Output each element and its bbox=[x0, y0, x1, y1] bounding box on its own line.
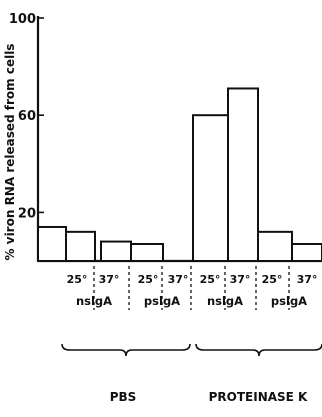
temp-label: 37° bbox=[297, 273, 318, 286]
bar bbox=[257, 230, 293, 262]
bar-labels: 25° 37° 25° 37° 25° 37° 25° 37° bbox=[67, 266, 318, 310]
antibody-label: pslgA bbox=[144, 294, 180, 308]
antibody-label: pslgA bbox=[271, 294, 307, 308]
condition-bracket bbox=[61, 343, 191, 357]
y-axis-label: % viron RNA released from cells bbox=[3, 44, 17, 261]
condition-label: PBS bbox=[110, 390, 137, 404]
antibody-label: nslgA bbox=[207, 294, 243, 308]
bars bbox=[37, 87, 322, 263]
condition-bracket bbox=[195, 343, 322, 357]
bar bbox=[65, 230, 96, 262]
y-ticks: 20 60 100 bbox=[9, 12, 44, 221]
condition-label: PROTEINASE K bbox=[209, 390, 308, 404]
bar bbox=[192, 114, 229, 262]
antibody-label: nslgA bbox=[76, 294, 112, 308]
temp-label: 37° bbox=[230, 273, 251, 286]
temp-label: 25° bbox=[67, 273, 88, 286]
temp-label: 37° bbox=[168, 273, 189, 286]
bar bbox=[37, 225, 67, 262]
temp-label: 37° bbox=[99, 273, 120, 286]
temp-label: 25° bbox=[262, 273, 283, 286]
axes bbox=[36, 16, 322, 263]
group-labels: nslgA pslgA nslgA pslgA bbox=[76, 294, 307, 308]
bar bbox=[227, 87, 259, 262]
bar bbox=[100, 240, 132, 262]
bar bbox=[291, 242, 322, 263]
y-tick-label: 20 bbox=[18, 206, 36, 221]
condition-labels: PBS PROTEINASE K bbox=[61, 343, 322, 404]
temp-label: 25° bbox=[138, 273, 159, 286]
bar bbox=[130, 242, 164, 263]
y-tick-label: 100 bbox=[9, 12, 36, 27]
y-tick-label: 60 bbox=[18, 109, 36, 124]
temp-label: 25° bbox=[200, 273, 221, 286]
